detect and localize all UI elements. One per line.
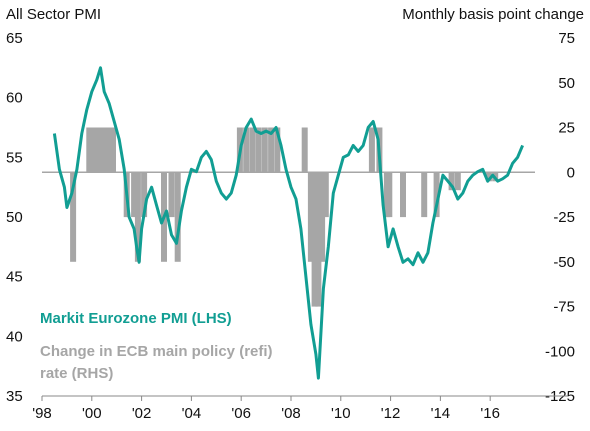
rate-bar (274, 127, 281, 173)
x-tick-label: '98 (32, 405, 52, 422)
rate-bar (268, 127, 275, 173)
x-tick-label: '14 (431, 405, 451, 422)
right-tick-label: -25 (553, 209, 575, 226)
rate-bar (261, 127, 268, 173)
pmi-line (52, 66, 524, 380)
rate-bar (368, 127, 375, 173)
rate-bar (255, 127, 262, 173)
rate-bar (400, 172, 406, 218)
legend-rate-label-line2: rate (RHS) (40, 365, 113, 382)
left-tick-label: 65 (6, 30, 23, 47)
x-tick-label: '16 (480, 405, 500, 422)
rate-bar (301, 127, 308, 173)
rate-bar (485, 172, 492, 182)
x-tick-label: '04 (182, 405, 202, 422)
right-tick-label: 0 (567, 164, 575, 181)
x-tick-label: '02 (132, 405, 152, 422)
rate-bar (243, 127, 250, 173)
x-axis: '98 '00 '02 '04 '06 '08 '10 '12 '14 '16 (32, 395, 568, 422)
left-tick-label: 55 (6, 149, 23, 166)
right-axis-title: Monthly basis point change (402, 6, 584, 23)
left-tick-label: 60 (6, 90, 23, 107)
rate-bar (110, 127, 116, 173)
left-tick-label: 35 (6, 388, 23, 405)
left-axis-ticks: 65 60 55 50 45 40 35 (6, 30, 23, 405)
legend-pmi-label: Markit Eurozone PMI (LHS) (40, 310, 232, 327)
left-axis-title: All Sector PMI (6, 6, 101, 23)
rate-bar (91, 127, 98, 173)
rate-bar (106, 127, 113, 173)
rate-bar (433, 172, 440, 218)
rate-bar (134, 172, 141, 262)
rate-bar (96, 127, 103, 173)
rate-bar (249, 127, 256, 173)
rate-bar (131, 172, 138, 218)
rate-bar (86, 127, 93, 173)
rate-bar (386, 172, 393, 218)
legend-rate-label-line1: Change in ECB main policy (refi) (40, 343, 273, 360)
right-tick-label: 50 (558, 75, 575, 92)
rate-bar (421, 172, 428, 218)
left-tick-label: 50 (6, 209, 23, 226)
rate-bar (311, 172, 318, 307)
rate-bar (454, 172, 461, 191)
rate-bar (319, 172, 326, 262)
x-tick-label: '12 (381, 405, 401, 422)
right-tick-label: 25 (558, 120, 575, 137)
right-tick-label: -75 (553, 299, 575, 316)
rate-bar (168, 172, 175, 218)
right-tick-label: -50 (553, 254, 575, 271)
rate-bar (322, 172, 329, 218)
x-tick-label: '00 (82, 405, 102, 422)
left-tick-label: 40 (6, 328, 23, 345)
left-tick-label: 45 (6, 269, 23, 286)
x-tick-label: '08 (281, 405, 301, 422)
right-tick-label: 75 (558, 30, 575, 47)
right-tick-label: -100 (545, 343, 575, 360)
rate-bar (141, 172, 148, 218)
x-tick-label: '06 (231, 405, 251, 422)
rate-bar (307, 172, 314, 262)
rate-bar (70, 172, 77, 262)
rate-bar (448, 172, 455, 191)
rate-bar (174, 172, 181, 262)
rate-bar (101, 127, 108, 173)
x-tick-label: '10 (331, 405, 351, 422)
rate-bar (315, 172, 322, 307)
